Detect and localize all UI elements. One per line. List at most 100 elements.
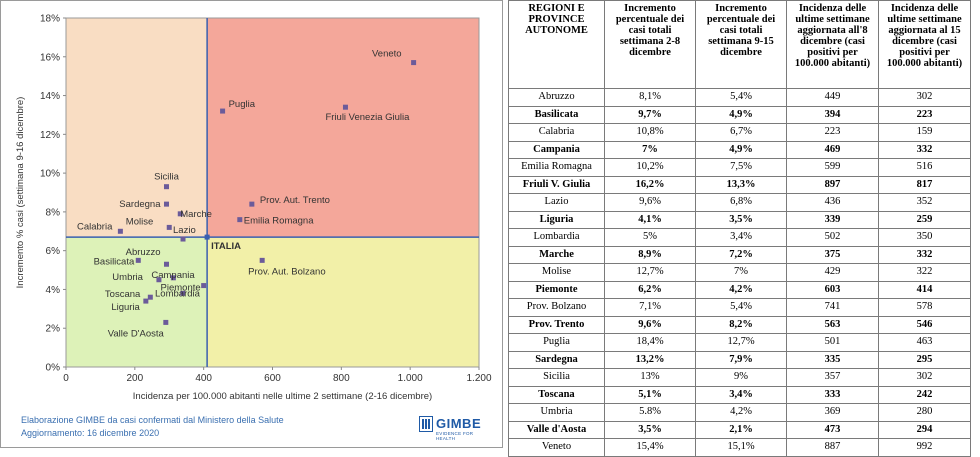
cell-incidence-15dec: 817 [878, 175, 971, 194]
cell-region: Veneto [508, 438, 605, 457]
table-row: Piemonte 6,2% 4,2% 603 414 [508, 280, 971, 299]
cell-region: Lazio [508, 193, 605, 212]
cell-region: Prov. Bolzano [508, 298, 605, 317]
data-point [259, 257, 265, 263]
region-table: REGIONI E PROVINCE AUTONOME Incremento p… [508, 0, 971, 457]
data-point-label: Lazio [173, 225, 196, 236]
table-body: Abruzzo 8,1% 5,4% 449 302 Basilicata 9,7% 4,9% 3… [508, 88, 971, 457]
cell-incidence-15dec: 159 [878, 123, 971, 142]
cell-increase-week1: 3,5% [604, 420, 696, 439]
footer-source: Elaborazione GIMBE da casi confermati da… [21, 415, 284, 425]
data-point-label: Abruzzo [126, 247, 161, 258]
cell-increase-week1: 12,7% [604, 263, 696, 282]
scatter-chart: 0% 2% 4% 6% 8% 10% 12% 14% 16% 18% 0 200 400 600 800 1.… [15, 14, 492, 403]
cell-incidence-15dec: 546 [878, 315, 971, 334]
cell-incidence-15dec: 332 [878, 245, 971, 264]
table-row: Abruzzo 8,1% 5,4% 449 302 [508, 88, 971, 107]
data-point [166, 224, 172, 230]
cell-incidence-15dec: 516 [878, 158, 971, 177]
reference-point [204, 234, 210, 240]
cell-increase-week1: 5.8% [604, 403, 696, 422]
cell-increase-week2: 3,4% [695, 385, 787, 404]
table-row: Puglia 18,4% 12,7% 501 463 [508, 333, 971, 352]
cell-incidence-15dec: 302 [878, 88, 971, 107]
y-tick-label: 18% [40, 14, 60, 25]
cell-increase-week2: 13,3% [695, 175, 787, 194]
logo-name: GIMBE [436, 416, 482, 432]
data-point-label: Emilia Romagna [244, 216, 314, 227]
y-tick-label: 6% [46, 246, 61, 257]
cell-increase-week2: 4,9% [695, 140, 787, 159]
cell-incidence-15dec: 352 [878, 193, 971, 212]
cell-increase-week2: 12,7% [695, 333, 787, 352]
y-tick-label: 4% [46, 285, 61, 296]
cell-region: Prov. Trento [508, 315, 605, 334]
quadrant-top-left [66, 18, 208, 238]
x-tick-label: 1.200 [466, 373, 491, 384]
cell-increase-week1: 9,6% [604, 315, 696, 334]
cell-incidence-8dec: 375 [786, 245, 879, 264]
data-point [180, 236, 186, 242]
cell-region: Abruzzo [508, 88, 605, 107]
data-point [237, 217, 243, 223]
data-point-label: Basilicata [94, 256, 135, 267]
y-tick-label: 8% [46, 207, 61, 218]
header-increase-week2: Incremento percentuale dei casi totali s… [695, 0, 787, 89]
data-point-label: Umbria [112, 272, 143, 283]
x-axis-label: Incidenza per 100.000 abitanti nelle ult… [133, 391, 432, 402]
data-point [163, 184, 169, 190]
cell-increase-week2: 4,2% [695, 403, 787, 422]
cell-incidence-8dec: 897 [786, 175, 879, 194]
data-point-label: Molise [126, 216, 153, 227]
table-row: Veneto 15,4% 15,1% 887 992 [508, 438, 971, 457]
cell-increase-week1: 10,8% [604, 123, 696, 142]
cell-increase-week2: 4,9% [695, 105, 787, 124]
table-row: Molise 12,7% 7% 429 322 [508, 263, 971, 282]
cell-incidence-15dec: 242 [878, 385, 971, 404]
data-point [147, 294, 153, 300]
data-point [163, 319, 169, 325]
cell-incidence-8dec: 436 [786, 193, 879, 212]
cell-incidence-15dec: 223 [878, 105, 971, 124]
cell-increase-week2: 7% [695, 263, 787, 282]
cell-increase-week1: 5% [604, 228, 696, 247]
x-tick-label: 800 [333, 373, 350, 384]
cell-region: Liguria [508, 210, 605, 229]
cell-region: Toscana [508, 385, 605, 404]
cell-incidence-8dec: 369 [786, 403, 879, 422]
data-point-label: Piemonte [161, 283, 201, 294]
cell-region: Piemonte [508, 280, 605, 299]
data-point-label: Veneto [372, 49, 402, 60]
cell-incidence-15dec: 302 [878, 368, 971, 387]
table-row: Prov. Trento 9,6% 8,2% 563 546 [508, 315, 971, 334]
table-row: Lombardia 5% 3,4% 502 350 [508, 228, 971, 247]
chart-panel: 0% 2% 4% 6% 8% 10% 12% 14% 16% 18% 0 200 400 600 800 1.… [0, 0, 503, 448]
cell-increase-week2: 6,8% [695, 193, 787, 212]
header-incidence-15dec: Incidenza delle ultime settimane aggiorn… [878, 0, 971, 89]
table-row: Friuli V. Giulia 16,2% 13,3% 897 817 [508, 175, 971, 194]
cell-increase-week2: 5,4% [695, 88, 787, 107]
cell-region: Marche [508, 245, 605, 264]
cell-region: Calabria [508, 123, 605, 142]
cell-increase-week1: 13,2% [604, 350, 696, 369]
data-point-label: Prov. Aut. Bolzano [248, 266, 325, 277]
cell-incidence-15dec: 414 [878, 280, 971, 299]
table-row: Basilicata 9,7% 4,9% 394 223 [508, 105, 971, 124]
data-point-label: Lombardia [155, 288, 201, 299]
y-tick-label: 16% [40, 52, 60, 63]
quadrant-top-right [207, 18, 479, 238]
data-point-label: Sardegna [119, 199, 161, 210]
data-point-label: Marche [180, 209, 212, 220]
table-row: Calabria 10,8% 6,7% 223 159 [508, 123, 971, 142]
cell-region: Valle d'Aosta [508, 420, 605, 439]
cell-incidence-8dec: 501 [786, 333, 879, 352]
cell-incidence-8dec: 335 [786, 350, 879, 369]
cell-incidence-8dec: 741 [786, 298, 879, 317]
cell-region: Friuli V. Giulia [508, 175, 605, 194]
x-tick-label: 600 [264, 373, 281, 384]
cell-increase-week1: 8,9% [604, 245, 696, 264]
cell-region: Campania [508, 140, 605, 159]
data-point-label: Prov. Aut. Trento [260, 195, 330, 206]
data-point [177, 211, 183, 217]
cell-incidence-15dec: 322 [878, 263, 971, 282]
